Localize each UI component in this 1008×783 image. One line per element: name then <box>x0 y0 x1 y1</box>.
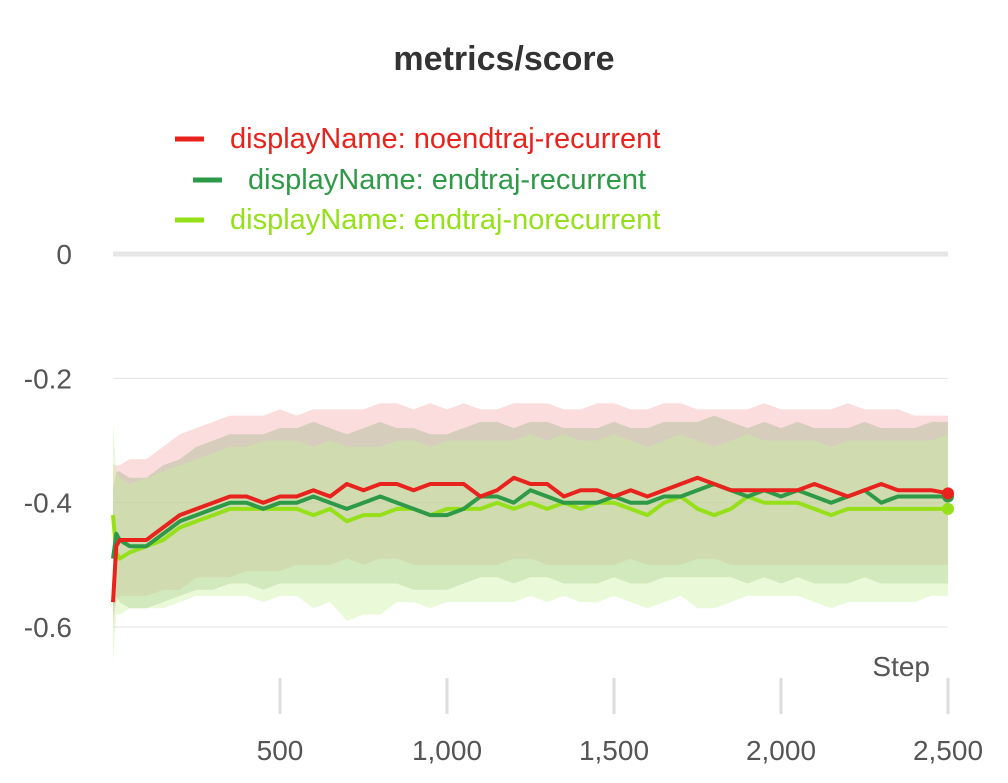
y-tick-label: -0.2 <box>24 363 72 394</box>
legend-item-endtraj-norecurrent[interactable]: displayName: endtraj-norecurrent <box>175 204 660 236</box>
series-lines <box>111 475 949 603</box>
legend-item-endtraj-recurrent[interactable]: displayName: endtraj-recurrent <box>193 164 646 196</box>
x-tick-label: 1,000 <box>412 735 482 766</box>
legend-label-endtraj-norecurrent: displayName: endtraj-norecurrent <box>230 204 660 236</box>
series-line-endtraj-norecurrent[interactable] <box>111 494 948 561</box>
series-line-noendtraj-recurrent[interactable] <box>111 475 949 603</box>
x-tick-label: 2,000 <box>746 735 816 766</box>
legend: displayName: noendtraj-recurrent display… <box>175 123 660 236</box>
y-tick-label: -0.4 <box>24 488 72 519</box>
series-end-point-noendtraj-recurrent[interactable] <box>942 487 954 500</box>
chart-title: metrics/score <box>393 40 614 78</box>
band-endtraj-recurrent <box>113 415 948 615</box>
series-end-markers <box>942 487 954 515</box>
x-tick-label: 1,500 <box>579 735 649 766</box>
series-line-endtraj-recurrent[interactable] <box>111 482 948 559</box>
band-noendtraj-recurrent <box>113 403 948 627</box>
y-tick-label: 0 <box>56 239 72 270</box>
legend-label-noendtraj-recurrent: displayName: noendtraj-recurrent <box>230 123 660 155</box>
series-end-point-endtraj-norecurrent[interactable] <box>942 502 954 515</box>
y-axis: 0 -0.2 -0.4 -0.6 <box>24 239 72 643</box>
x-axis-label: Step <box>872 651 930 682</box>
band-endtraj-norecurrent <box>113 421 948 665</box>
x-axis: 500 1,000 1,500 2,000 2,500 <box>257 678 983 766</box>
x-tick-label: 500 <box>257 735 304 766</box>
legend-item-noendtraj-recurrent[interactable]: displayName: noendtraj-recurrent <box>175 123 660 155</box>
y-tick-label: -0.6 <box>24 612 72 643</box>
confidence-bands <box>113 403 948 665</box>
x-tick-label: 2,500 <box>913 735 983 766</box>
legend-label-endtraj-recurrent: displayName: endtraj-recurrent <box>248 164 646 196</box>
